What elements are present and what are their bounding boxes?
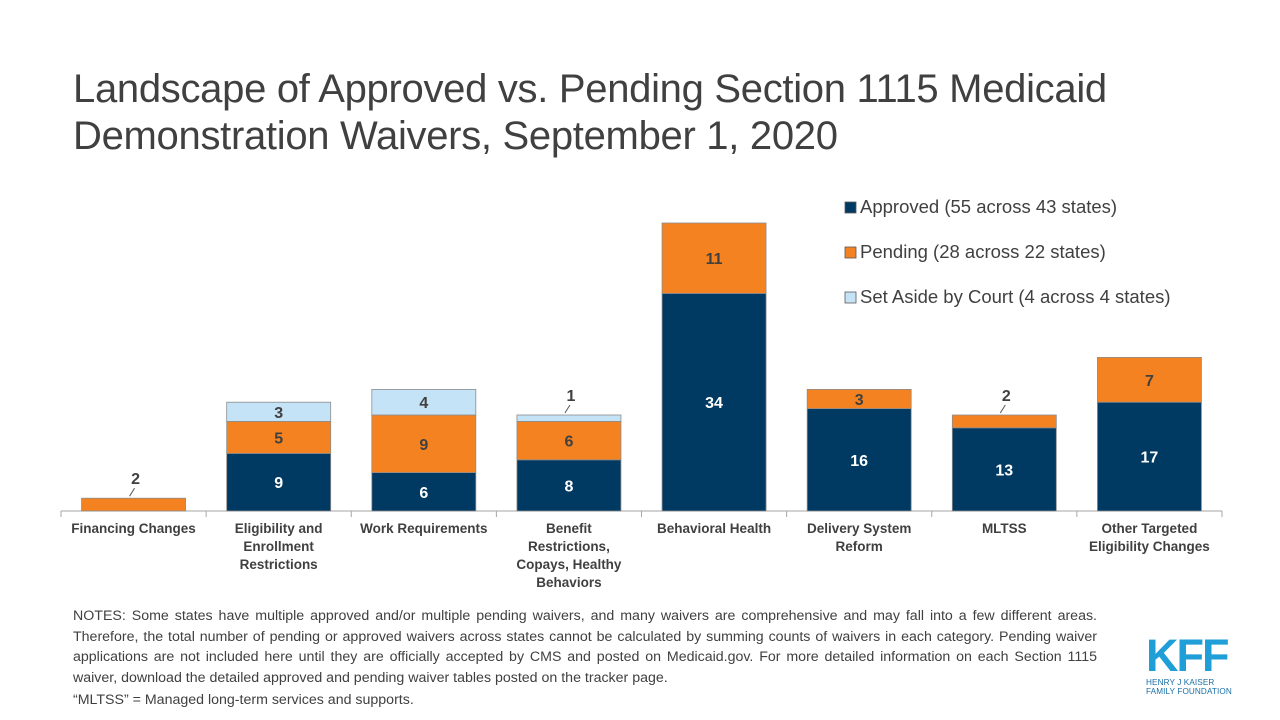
kff-logo-line1: HENRY J KAISER <box>1146 678 1215 687</box>
bar-segment <box>1097 401 1202 512</box>
data-label: 16 <box>850 453 868 470</box>
bar-segment <box>806 408 912 512</box>
category-label: Copays, Healthy <box>516 557 622 572</box>
legend-label: Pending (28 across 22 states) <box>860 241 1106 262</box>
data-label: 3 <box>855 392 864 409</box>
legend-swatch <box>844 291 857 304</box>
data-label: 8 <box>564 478 573 495</box>
chart-title: Landscape of Approved vs. Pending Sectio… <box>73 67 1107 158</box>
bar-segment <box>371 472 477 512</box>
category-label: Work Requirements <box>360 521 487 536</box>
category-label: Eligibility Changes <box>1089 539 1210 554</box>
notes: NOTES: Some states have multiple approve… <box>73 606 1097 711</box>
data-label: 1 <box>566 388 575 405</box>
leader-line <box>129 487 135 497</box>
leader-line <box>564 404 571 414</box>
data-label: 4 <box>419 395 428 412</box>
kff-logo: KFF HENRY J KAISER FAMILY FOUNDATION <box>1146 630 1236 696</box>
data-label: 9 <box>419 437 428 454</box>
bar-segment <box>661 222 767 294</box>
category-label: Financing Changes <box>71 521 196 536</box>
bar-segment <box>371 388 477 416</box>
data-label: 2 <box>1002 388 1011 405</box>
legend-swatch <box>844 246 857 259</box>
data-label: 6 <box>564 434 573 451</box>
bar-segment <box>951 427 1057 512</box>
category-label: Enrollment <box>243 539 314 554</box>
bar-segment <box>1097 356 1202 403</box>
bar-segment <box>226 420 332 454</box>
category-label: Behaviors <box>536 575 601 590</box>
legend-label: Approved (55 across 43 states) <box>860 196 1117 217</box>
data-label: 3 <box>274 405 283 422</box>
category-label: Reform <box>836 539 883 554</box>
bar-segment <box>661 292 767 512</box>
kff-logo-mark: KFF <box>1146 630 1229 681</box>
bar-segment <box>806 388 912 409</box>
bar-segment <box>516 420 622 461</box>
data-label: 2 <box>131 471 140 488</box>
legend-label: Set Aside by Court (4 across 4 states) <box>860 286 1171 307</box>
leader-line <box>999 404 1006 414</box>
kff-logo-line2: FAMILY FOUNDATION <box>1146 687 1232 696</box>
data-label: 9 <box>274 475 283 492</box>
data-label: 5 <box>274 430 283 447</box>
bar-segment <box>371 414 477 473</box>
category-label: Benefit <box>546 521 592 536</box>
legend-swatch <box>844 201 857 214</box>
bar-segment <box>81 497 186 512</box>
category-label: MLTSS <box>982 521 1027 536</box>
category-label: Restrictions <box>240 557 318 572</box>
bar-segment <box>516 414 622 422</box>
notes-text: NOTES: Some states have multiple approve… <box>73 608 1097 686</box>
bar-segment <box>226 401 332 422</box>
bar-segment <box>516 459 622 512</box>
category-label: Restrictions, <box>528 539 610 554</box>
data-label: 7 <box>1145 373 1154 390</box>
data-label: 13 <box>995 462 1013 479</box>
data-label: 34 <box>705 395 723 412</box>
category-label: Delivery System <box>807 521 911 536</box>
data-label: 17 <box>1141 450 1159 467</box>
notes-abbreviation: “MLTSS” = Managed long-term services and… <box>73 692 414 708</box>
data-label: 11 <box>706 251 723 268</box>
data-label: 6 <box>419 485 428 502</box>
category-label: Other Targeted <box>1102 521 1198 536</box>
stacked-bar-chart: 2 Financing Changes 9 5 3 Eligibility and Enro… <box>60 196 1223 590</box>
bar-segment <box>226 452 332 512</box>
category-label: Eligibility and <box>235 521 323 536</box>
bar-segment <box>951 414 1057 429</box>
category-label: Behavioral Health <box>657 521 771 536</box>
